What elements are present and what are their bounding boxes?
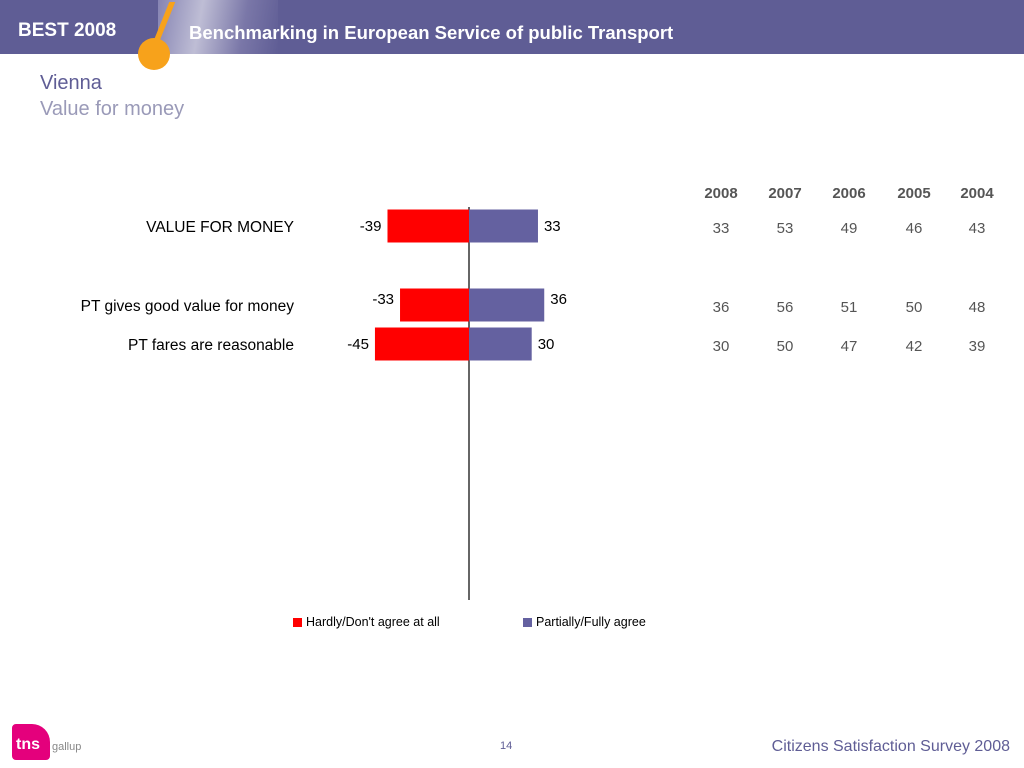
legend-label-negative: Hardly/Don't agree at all xyxy=(306,615,440,629)
legend-item-negative: Hardly/Don't agree at all xyxy=(293,615,440,629)
gallup-logo-text: gallup xyxy=(52,741,82,753)
year-header-2007: 2007 xyxy=(768,185,802,202)
year-header-2006: 2006 xyxy=(832,185,866,202)
data-label-positive: 30 xyxy=(538,336,555,353)
page-title: Vienna xyxy=(40,72,102,94)
year-header-2008: 2008 xyxy=(704,185,738,202)
category-label: PT gives good value for money xyxy=(81,298,295,315)
legend-swatch-positive xyxy=(523,617,532,627)
bar-positive xyxy=(469,288,545,322)
table-cell: 33 xyxy=(712,220,730,237)
bar-negative xyxy=(374,327,469,361)
header-brand: BEST 2008 xyxy=(18,20,117,41)
bar-positive xyxy=(469,209,538,243)
table-cell: 47 xyxy=(840,338,858,355)
table-cell: 49 xyxy=(840,220,858,237)
data-label-negative: -45 xyxy=(347,336,369,353)
year-header-2005: 2005 xyxy=(897,185,931,202)
table-cell: 50 xyxy=(905,299,923,316)
table-cell: 46 xyxy=(905,220,923,237)
table-cell: 42 xyxy=(905,338,923,355)
table-cell: 39 xyxy=(968,338,986,355)
table-cell: 48 xyxy=(968,299,986,316)
table-cell: 53 xyxy=(776,220,794,237)
bar-positive xyxy=(469,327,532,361)
tns-logo xyxy=(12,724,50,760)
category-label: PT fares are reasonable xyxy=(128,337,294,354)
bar-negative xyxy=(400,288,469,322)
tns-logo-text: tns xyxy=(16,736,40,753)
table-cell: 50 xyxy=(776,338,794,355)
legend-item-positive: Partially/Fully agree xyxy=(523,615,646,629)
header-subtitle: Benchmarking in European Service of publ… xyxy=(189,22,674,43)
data-label-positive: 33 xyxy=(544,218,561,235)
page-number: 14 xyxy=(500,740,513,752)
orange-accent-dot xyxy=(138,38,170,70)
data-label-negative: -39 xyxy=(360,218,382,235)
data-label-negative: -33 xyxy=(372,291,394,308)
category-label: VALUE FOR MONEY xyxy=(146,219,294,236)
year-header-2004: 2004 xyxy=(960,185,994,202)
data-label-positive: 36 xyxy=(550,291,567,308)
table-cell: 30 xyxy=(712,338,730,355)
table-cell: 43 xyxy=(968,220,986,237)
legend-swatch-negative xyxy=(293,617,302,627)
header-photo xyxy=(158,0,278,54)
bar-negative xyxy=(387,209,469,243)
header-banner: BEST 2008 Benchmarking in European Servi… xyxy=(0,0,1024,54)
survey-name: Citizens Satisfaction Survey 2008 xyxy=(771,738,1010,755)
table-cell: 51 xyxy=(840,299,858,316)
table-cell: 56 xyxy=(776,299,794,316)
page-subtitle: Value for money xyxy=(40,98,185,120)
legend-label-positive: Partially/Fully agree xyxy=(536,615,646,629)
table-cell: 36 xyxy=(712,299,730,316)
